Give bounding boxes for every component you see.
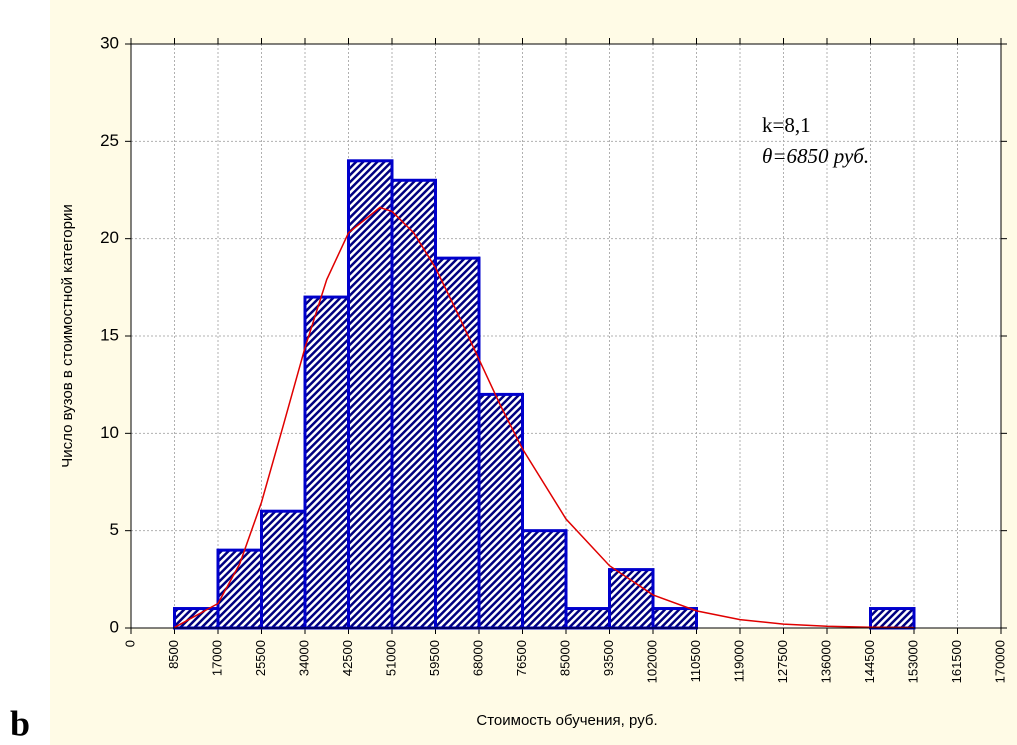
y-tick-label: 10 (100, 423, 119, 442)
bar (347, 159, 394, 630)
x-tick-label: 68000 (470, 640, 485, 676)
x-tick-label: 102000 (644, 640, 659, 683)
bar (564, 607, 611, 630)
y-axis-label: Число вузов в стоимостной категории (59, 204, 76, 467)
y-tick-label: 0 (110, 617, 119, 636)
x-tick-label: 136000 (818, 640, 833, 683)
bar (521, 529, 568, 630)
y-tick-label: 25 (100, 131, 119, 150)
x-tick-label: 127500 (775, 640, 790, 683)
fit-curve (174, 206, 915, 629)
x-tick-label: 34000 (296, 640, 311, 676)
x-tick-label: 144500 (862, 640, 877, 683)
bar (869, 607, 916, 630)
x-tick-label: 170000 (992, 640, 1007, 683)
bar (477, 392, 524, 630)
bar (173, 607, 220, 630)
x-tick-label: 110500 (688, 640, 703, 682)
x-tick-label: 153000 (905, 640, 920, 683)
x-tick-label: 85000 (557, 640, 572, 676)
x-tick-label: 161500 (949, 640, 964, 683)
x-tick-label: 59500 (427, 640, 442, 676)
x-tick-label: 0 (122, 640, 137, 647)
y-tick-label: 5 (110, 520, 119, 539)
annotation: θ=6850 руб. (762, 144, 869, 168)
plot-frame (130, 43, 1002, 629)
y-tick-label: 15 (100, 325, 119, 344)
annotation: k=8,1 (762, 113, 811, 137)
bar (390, 178, 437, 630)
x-tick-label: 42500 (340, 640, 355, 676)
bar (608, 568, 655, 630)
x-axis-label: Стоимость обучения, руб. (476, 712, 657, 729)
x-tick-label: 93500 (601, 640, 616, 676)
x-tick-label: 8500 (166, 640, 181, 669)
y-tick-label: 30 (100, 33, 119, 52)
x-tick-label: 17000 (209, 640, 224, 676)
panel-label: b (10, 703, 30, 743)
bar (303, 295, 350, 630)
x-tick-label: 51000 (383, 640, 398, 676)
bar (260, 509, 307, 630)
bar (651, 607, 698, 630)
x-tick-label: 76500 (514, 640, 529, 676)
y-tick-label: 20 (100, 228, 119, 247)
x-tick-label: 119000 (731, 640, 746, 682)
x-tick-label: 25500 (253, 640, 268, 676)
